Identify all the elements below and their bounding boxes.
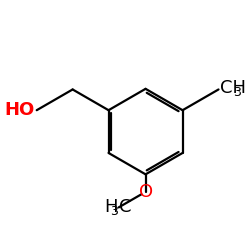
Text: 3: 3 [233, 86, 241, 98]
Text: H: H [104, 198, 118, 216]
Text: CH: CH [220, 79, 246, 97]
Text: HO: HO [5, 101, 35, 119]
Text: O: O [138, 183, 153, 201]
Text: C: C [119, 198, 132, 216]
Text: 3: 3 [110, 205, 118, 218]
